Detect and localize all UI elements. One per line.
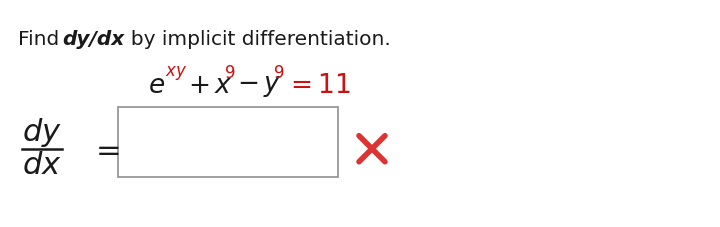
Text: $\mathit{dy}$: $\mathit{dy}$ [22, 116, 62, 148]
Text: $\mathit{dx}$: $\mathit{dx}$ [22, 151, 62, 180]
Text: dy/dx: dy/dx [62, 30, 125, 49]
Text: $=$: $=$ [90, 135, 120, 163]
Text: $= 11$: $= 11$ [285, 72, 351, 98]
Text: $\mathit{+\/ x}$: $\mathit{+\/ x}$ [188, 72, 233, 98]
Text: $\mathit{e}$: $\mathit{e}$ [148, 72, 165, 98]
Text: Find: Find [18, 30, 72, 49]
Text: $\mathit{9}$: $\mathit{9}$ [273, 64, 284, 82]
Text: $\mathit{9}$: $\mathit{9}$ [224, 64, 235, 82]
Text: $\mathit{-\/ y}$: $\mathit{-\/ y}$ [237, 72, 282, 98]
Text: $\mathit{xy}$: $\mathit{xy}$ [165, 64, 187, 82]
Bar [118, 107, 338, 177]
Text: by implicit differentiation.: by implicit differentiation. [118, 30, 391, 49]
